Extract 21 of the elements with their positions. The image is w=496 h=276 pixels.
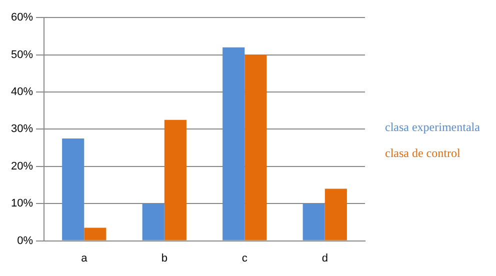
- x-tick-label: d: [322, 252, 328, 264]
- bar: [84, 228, 106, 240]
- y-tick-label: 60%: [10, 12, 34, 24]
- text: clasa experimentala: [385, 120, 481, 134]
- y-tick-label: 0%: [17, 234, 34, 247]
- y-tick-label: 50%: [10, 48, 34, 61]
- y-tick-label: 30%: [10, 123, 34, 136]
- bar: [244, 54, 267, 240]
- bar: [164, 120, 186, 240]
- bar: [324, 188, 347, 240]
- y-tick-label: 40%: [10, 86, 34, 98]
- x-tick-label: a: [81, 252, 88, 264]
- text: clasa de control: [385, 146, 461, 160]
- x-tick-label: c: [242, 252, 248, 264]
- bar: [222, 47, 245, 240]
- bar: [142, 204, 164, 240]
- y-tick-label: 10%: [10, 198, 34, 210]
- bar: [302, 204, 325, 240]
- bar: [62, 138, 84, 240]
- y-tick-label: 20%: [10, 160, 34, 172]
- x-tick-label: b: [161, 252, 168, 264]
